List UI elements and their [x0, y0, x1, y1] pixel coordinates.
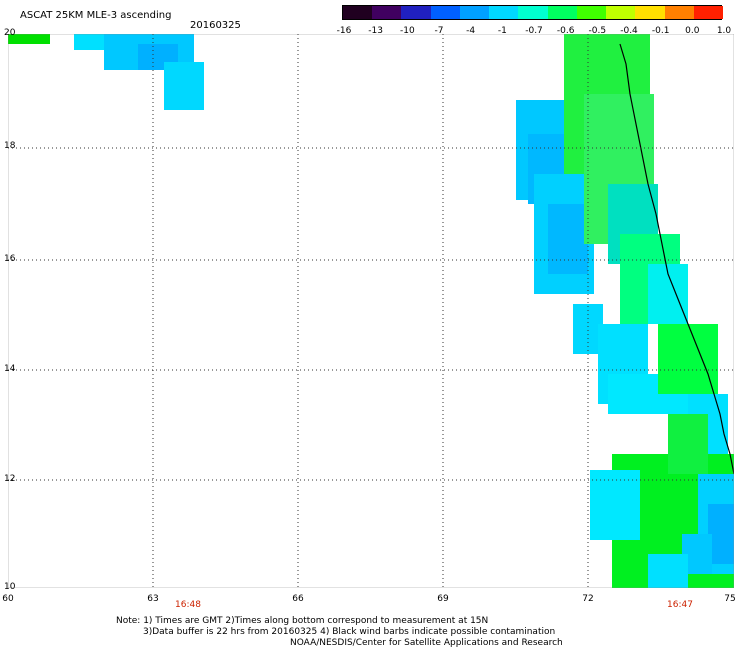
y-tick-label: 16	[4, 254, 16, 264]
colorbar-segment	[343, 6, 373, 19]
note-line-2: 3)Data buffer is 22 hrs from 20160325 4)…	[143, 627, 556, 637]
colorbar-label: -7	[434, 26, 444, 36]
swath-east-strip	[516, 34, 734, 588]
colorbar-label: -0.5	[588, 26, 607, 36]
colorbar-segment	[576, 6, 607, 19]
colorbar-segment	[606, 6, 636, 19]
swath-north-patch	[8, 34, 204, 110]
colorbar-segment	[635, 6, 666, 19]
colorbar-segment	[547, 6, 578, 19]
colorbar-segment	[372, 6, 402, 19]
y-tick-label: 20	[4, 28, 16, 38]
colorbar-segment	[518, 6, 549, 19]
colorbar-segment	[489, 6, 519, 19]
y-tick-label: 10	[4, 582, 16, 592]
colorbar-label: 1.0	[716, 26, 732, 36]
note-line-1: Note: 1) Times are GMT 2)Times along bot…	[116, 616, 489, 626]
colorbar-label: -4	[466, 26, 476, 36]
colorbar-label: -16	[336, 26, 352, 36]
x-tick-label: 72	[582, 594, 594, 604]
map-plot	[8, 34, 734, 588]
y-tick-label: 12	[4, 474, 16, 484]
map-grid	[8, 34, 734, 588]
colorbar-label: -0.6	[556, 26, 575, 36]
x-tick-label: 66	[292, 594, 304, 604]
colorbar-label: -0.4	[620, 26, 638, 36]
time-label: 16:47	[667, 600, 693, 610]
colorbar-label: -10	[399, 26, 415, 36]
colorbar-segment	[430, 6, 461, 19]
colorbar-segment	[401, 6, 432, 19]
x-tick-label: 63	[147, 594, 159, 604]
colorbar-label: 0.0	[685, 26, 700, 36]
y-tick-label: 14	[4, 364, 16, 374]
map-title: ASCAT 25KM MLE-3 ascending	[20, 10, 172, 21]
colorbar-label: -0.7	[525, 26, 543, 36]
colorbar-label: -1	[497, 26, 507, 36]
colorbar	[342, 5, 724, 20]
colorbar-segment	[459, 6, 490, 19]
colorbar-label: -13	[368, 26, 384, 36]
x-tick-label: 69	[437, 594, 449, 604]
note-line-3: NOAA/NESDIS/Center for Satellite Applica…	[290, 638, 563, 648]
colorbar-segment	[664, 6, 695, 19]
colorbar-segment	[693, 6, 724, 19]
colorbar-label: -0.1	[651, 26, 670, 36]
time-label: 16:48	[175, 600, 201, 610]
x-tick-label: 75	[724, 594, 736, 604]
coastline	[619, 43, 734, 475]
map-date: 20160325	[190, 20, 241, 31]
x-tick-label: 60	[2, 594, 14, 604]
y-tick-label: 18	[4, 141, 16, 151]
